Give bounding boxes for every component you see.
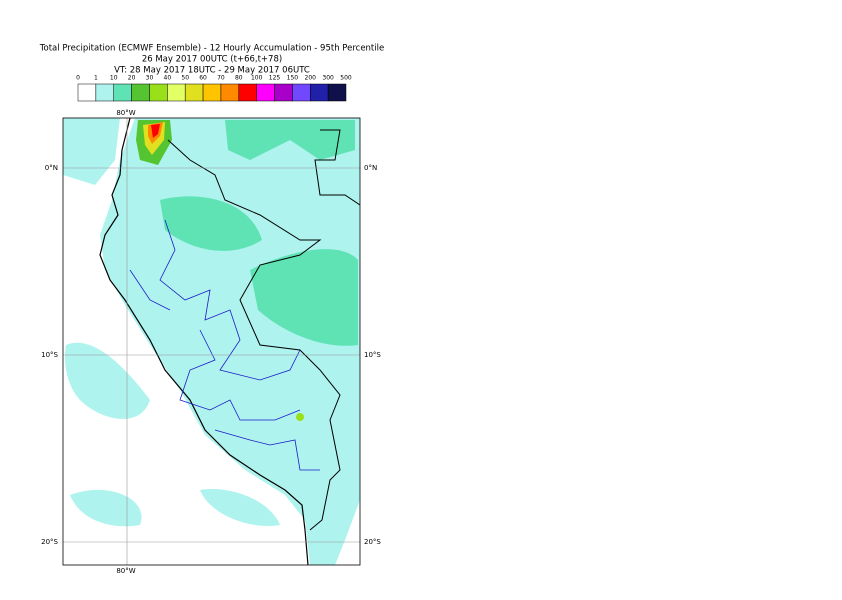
title-block: Total Precipitation (ECMWF Ensemble) - 1… bbox=[39, 44, 384, 76]
colorbar-label: 10 bbox=[110, 75, 118, 82]
colorbar-label: 60 bbox=[199, 75, 207, 82]
colorbar: 0 1 10 20 30 40 50 60 70 80 100 125 150 200 300 500 bbox=[76, 75, 352, 102]
lat-label: 20°S bbox=[41, 538, 58, 546]
color-box bbox=[202, 83, 222, 102]
color-box bbox=[292, 83, 311, 102]
border bbox=[314, 129, 360, 206]
colorbar-label: 125 bbox=[269, 75, 281, 82]
colorbar-label: 80 bbox=[235, 75, 243, 82]
colorbar-label: 70 bbox=[217, 75, 225, 82]
color-box bbox=[220, 83, 240, 102]
map-frame bbox=[62, 117, 361, 566]
lat-label: 0°N bbox=[45, 164, 58, 172]
color-box bbox=[149, 83, 168, 102]
precip-area bbox=[70, 489, 142, 527]
map-field bbox=[63, 118, 360, 565]
color-box bbox=[167, 83, 186, 102]
colorbar-label: 0 bbox=[76, 75, 80, 82]
precip-area bbox=[160, 196, 262, 251]
lat-label: 20°S bbox=[364, 538, 381, 546]
lat-label: 10°S bbox=[41, 351, 58, 359]
lat-labels: 0°N 0°N 10°S 10°S 20°S 20°S bbox=[41, 164, 381, 546]
colorbar-label: 300 bbox=[322, 75, 334, 82]
precip-area bbox=[64, 342, 150, 419]
lon-label: 80°W bbox=[116, 109, 135, 117]
color-box bbox=[131, 83, 150, 102]
color-box bbox=[238, 83, 257, 102]
precip-area bbox=[151, 124, 160, 138]
colorbar-label: 1 bbox=[94, 75, 98, 82]
lat-label: 0°N bbox=[364, 164, 377, 172]
colorbar-label: 50 bbox=[181, 75, 189, 82]
precip-area bbox=[200, 489, 280, 526]
color-box bbox=[184, 83, 204, 102]
colorbar-label: 150 bbox=[287, 75, 299, 82]
title-line: VT: 28 May 2017 18UTC - 29 May 2017 06UT… bbox=[114, 66, 310, 76]
coastline bbox=[99, 118, 309, 565]
region-border bbox=[129, 219, 320, 471]
colorbar-label: 20 bbox=[128, 75, 136, 82]
colorbar-label: 100 bbox=[251, 75, 263, 82]
color-box bbox=[113, 83, 132, 102]
color-box bbox=[310, 83, 329, 102]
title-line: 26 May 2017 00UTC (t+66,t+78) bbox=[142, 55, 282, 65]
lat-label: 10°S bbox=[364, 351, 381, 359]
colorbar-label: 500 bbox=[340, 75, 352, 82]
color-box bbox=[95, 83, 114, 102]
lon-label: 80°W bbox=[116, 567, 135, 575]
colorbar-label: 30 bbox=[146, 75, 154, 82]
color-box bbox=[274, 83, 293, 102]
precip-area bbox=[250, 249, 358, 346]
title-line: Total Precipitation (ECMWF Ensemble) - 1… bbox=[39, 44, 384, 54]
colorbar-label: 40 bbox=[164, 75, 172, 82]
precip-area bbox=[296, 413, 304, 421]
colorbar-label: 200 bbox=[305, 75, 317, 82]
color-box bbox=[327, 83, 347, 102]
color-box bbox=[77, 83, 97, 102]
border bbox=[167, 139, 341, 531]
color-box bbox=[256, 83, 275, 102]
